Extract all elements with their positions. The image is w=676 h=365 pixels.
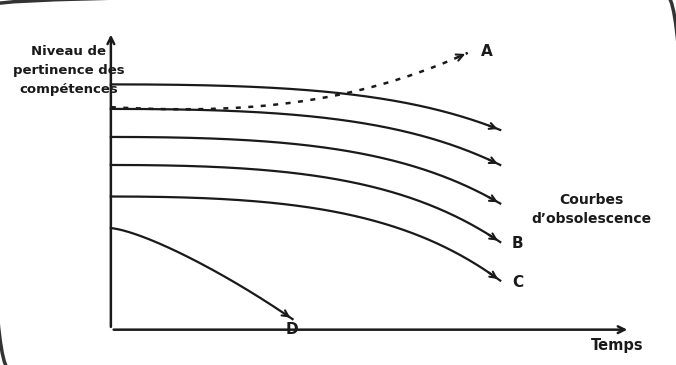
- Text: B: B: [512, 236, 523, 251]
- Text: C: C: [512, 275, 523, 290]
- Text: Courbes: Courbes: [559, 193, 623, 207]
- Text: Niveau de
pertinence des
compétences: Niveau de pertinence des compétences: [13, 45, 124, 96]
- Text: d’obsolescence: d’obsolescence: [531, 212, 651, 226]
- Text: A: A: [481, 43, 493, 59]
- Text: D: D: [286, 322, 299, 337]
- Text: Temps: Temps: [591, 338, 644, 353]
